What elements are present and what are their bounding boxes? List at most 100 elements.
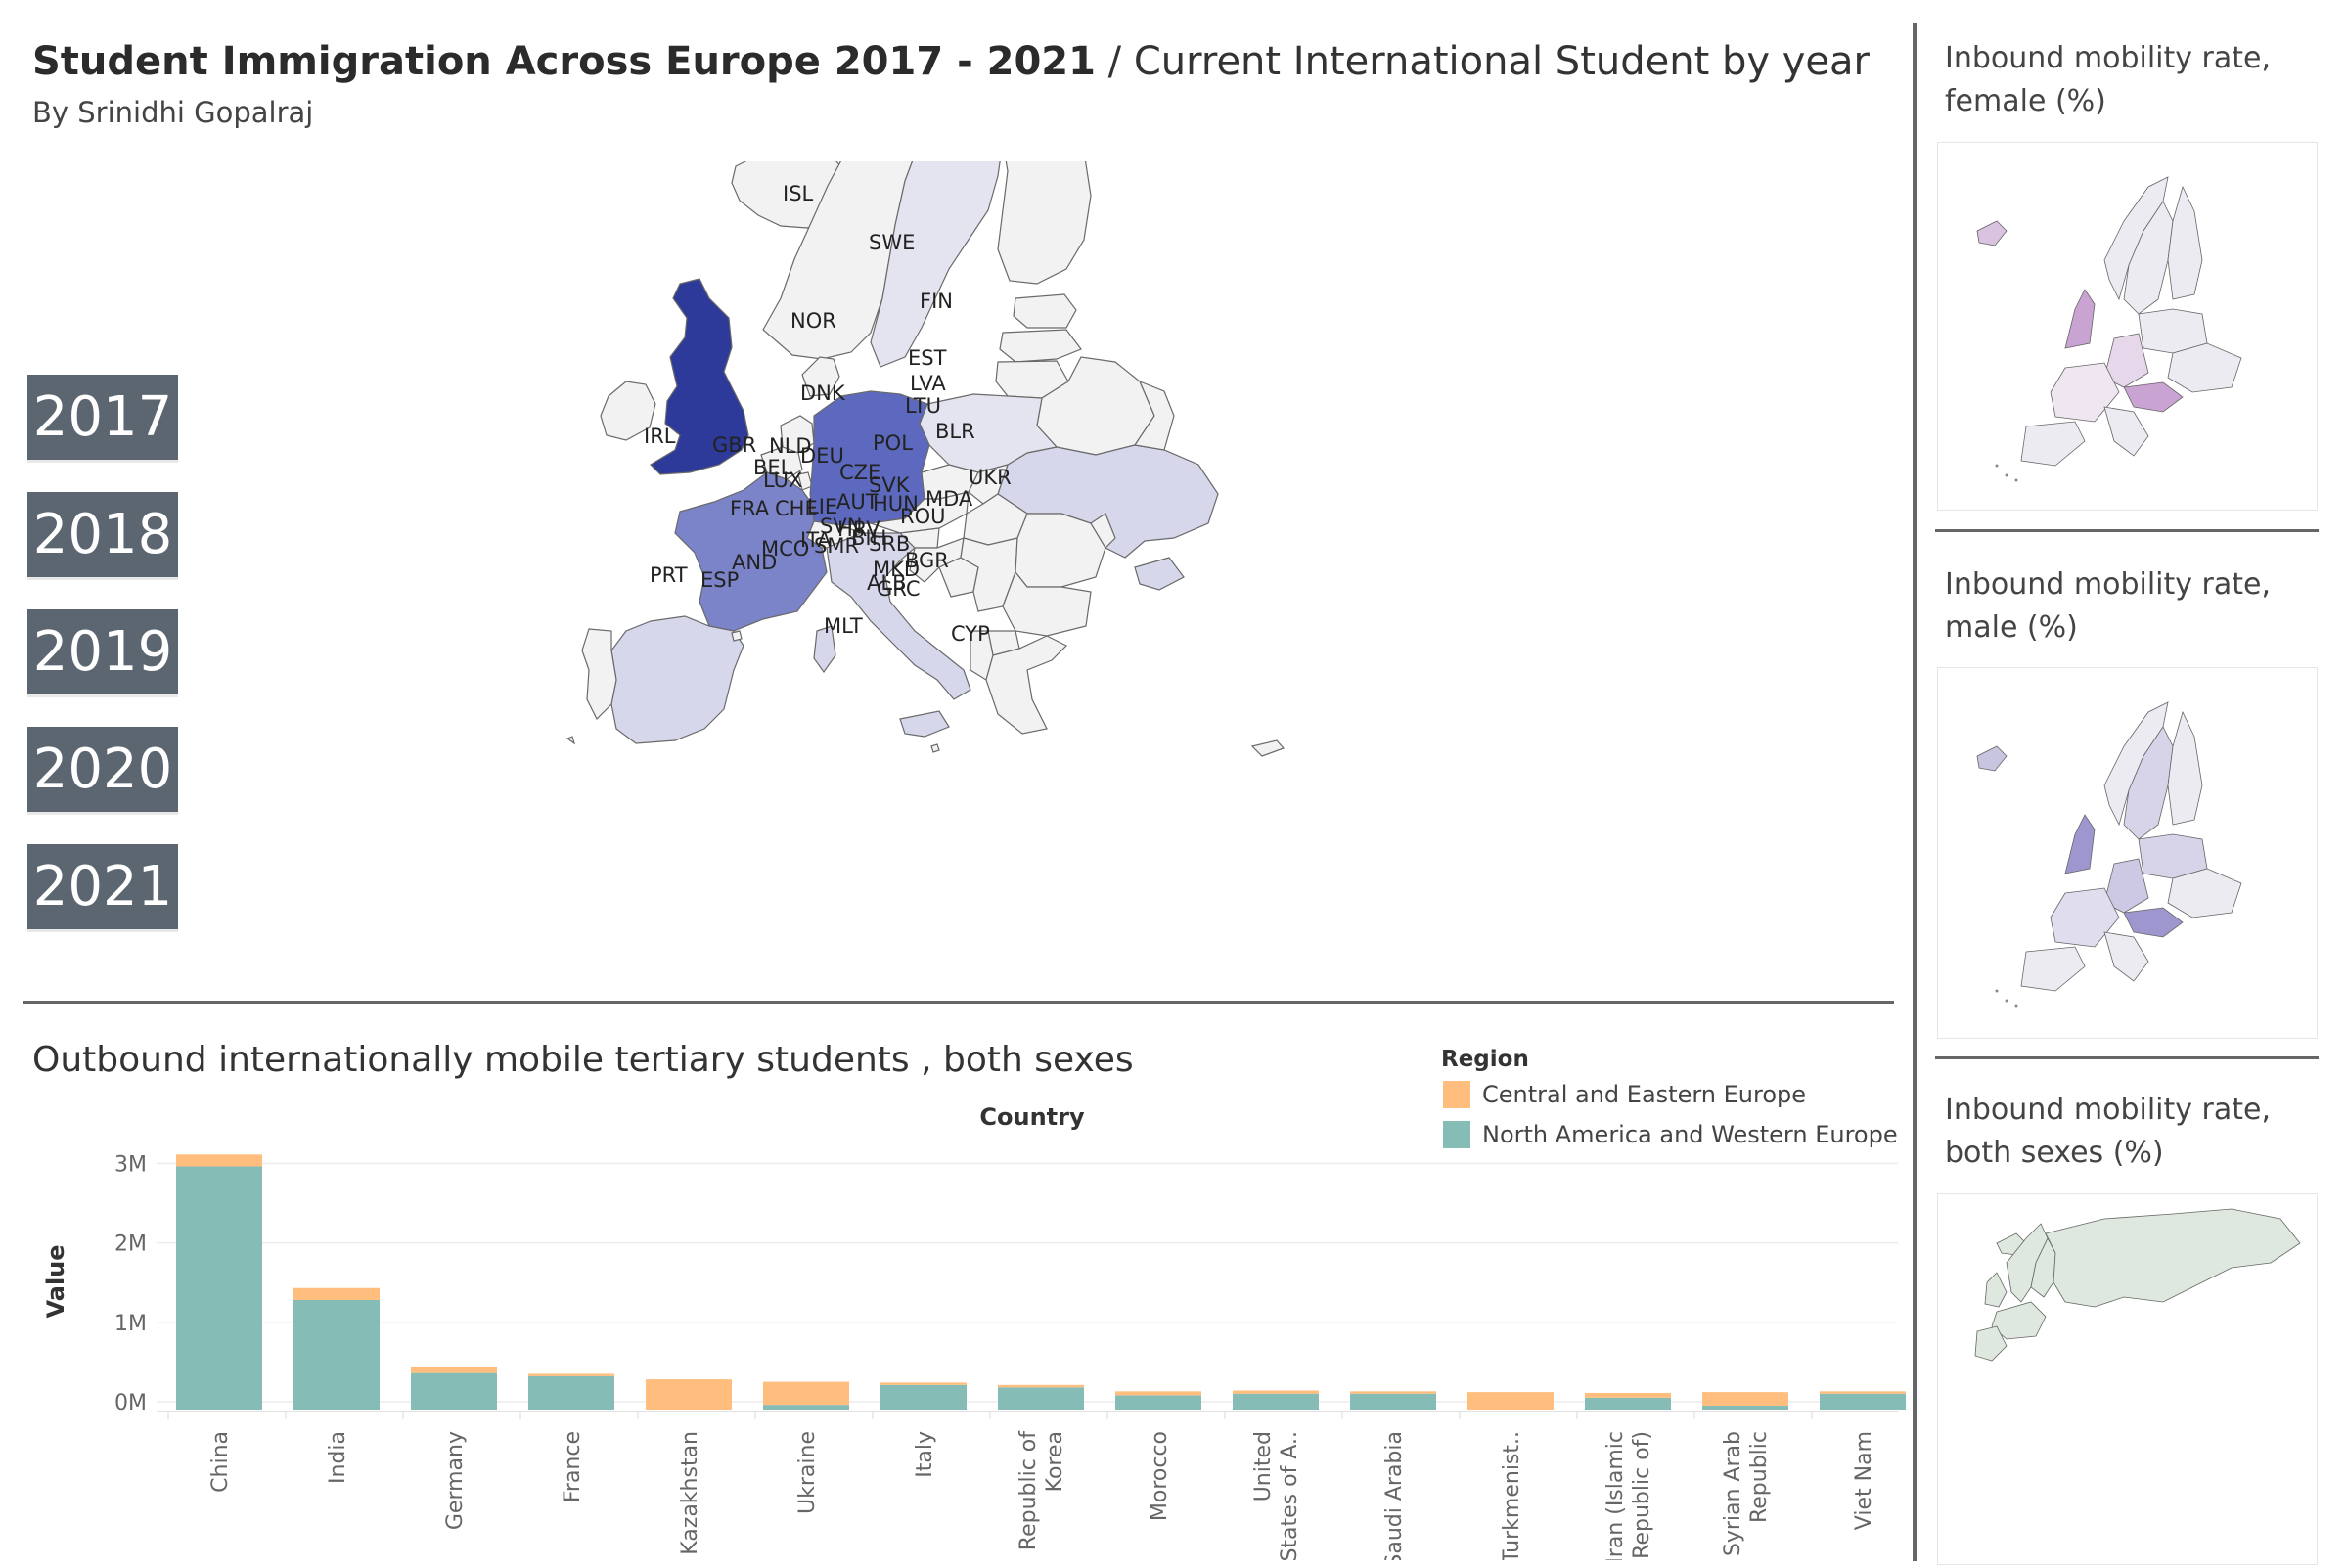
bar-nawe-9[interactable] [1233, 1393, 1319, 1410]
country-ita-sicily[interactable] [899, 710, 950, 738]
bar-nawe-8[interactable] [1115, 1395, 1201, 1410]
x-tick-label: Republic of) [1630, 1431, 1654, 1559]
map-label-ita: ITA [800, 528, 832, 552]
country-srb[interactable] [960, 537, 1018, 612]
bar-cee-10[interactable] [1350, 1391, 1436, 1394]
country-blr-east[interactable] [1133, 380, 1175, 451]
title-subtitle: / Current International Student by year [1107, 39, 1870, 84]
bar-nawe-7[interactable] [998, 1387, 1084, 1410]
country-dnk[interactable] [801, 356, 840, 397]
x-tick-label: Morocco [1148, 1431, 1172, 1521]
country-mlt[interactable] [930, 743, 940, 753]
map-label-bih: BIH [851, 526, 886, 550]
bar-nawe-6[interactable] [880, 1384, 967, 1410]
country-nor[interactable] [762, 161, 1015, 360]
bar-cee-12[interactable] [1585, 1392, 1671, 1398]
map-label-ltu: LTU [905, 394, 941, 418]
x-tick-label: Kazakhstan [678, 1431, 702, 1555]
year-button-2019[interactable]: 2019 [27, 609, 178, 697]
map-label-mda: MDA [925, 487, 973, 511]
map-label-nor: NOR [790, 309, 836, 333]
country-lva[interactable] [999, 329, 1082, 363]
side-panel-title-both: Inbound mobility rate, both sexes (%) [1945, 1093, 2272, 1170]
x-tick-label: India [326, 1431, 350, 1484]
year-button-2021[interactable]: 2021 [27, 844, 178, 932]
map-label-rou: ROU [900, 505, 946, 528]
bar-nawe-1[interactable] [293, 1299, 380, 1410]
year-button-2018[interactable]: 2018 [27, 492, 178, 580]
country-bgr[interactable] [1002, 570, 1092, 637]
legend-item-north-america-western[interactable]: North America and Western Europe [1443, 1121, 1898, 1148]
x-tick-label-group: United States of A.. [1251, 1431, 1302, 1560]
bar-nawe-0[interactable] [176, 1166, 262, 1410]
bar-cee-5[interactable] [763, 1381, 849, 1406]
map-label-svn: SVN [820, 515, 862, 538]
map-label-swe: SWE [869, 231, 915, 254]
bar-nawe-2[interactable] [411, 1372, 497, 1410]
x-tick-label-group: Morocco [1148, 1431, 1172, 1521]
country-esp[interactable] [610, 615, 744, 744]
country-ukr-crimea[interactable] [1134, 557, 1185, 591]
country-gbr[interactable] [650, 278, 749, 475]
bar-cee-4[interactable] [646, 1379, 732, 1410]
country-cyp[interactable] [1250, 739, 1286, 757]
mini-map-female-svg [1976, 176, 2242, 482]
country-grc[interactable] [985, 635, 1068, 735]
bar-nawe-13[interactable] [1702, 1405, 1788, 1410]
y-tick-label: 2M [114, 1232, 147, 1257]
x-tick-label-group: Syrian Arab Republic [1721, 1431, 1772, 1556]
map-label-che: CHE [775, 497, 818, 520]
bar-cee-0[interactable] [176, 1154, 262, 1167]
country-est[interactable] [1013, 293, 1077, 329]
section-divider [23, 1001, 1894, 1004]
bar-cee-6[interactable] [880, 1382, 967, 1385]
country-fra[interactable] [674, 471, 828, 632]
mini-map-male[interactable] [1937, 667, 2318, 1039]
country-mda[interactable] [1090, 513, 1116, 549]
x-tick-label-group: China [208, 1431, 233, 1493]
bar-cee-11[interactable] [1467, 1392, 1554, 1410]
y-tick-label: 0M [114, 1391, 147, 1415]
country-ita-sardinia[interactable] [813, 625, 836, 674]
y-tick-label: 1M [114, 1312, 147, 1336]
bar-cee-3[interactable] [528, 1373, 614, 1376]
map-label-grc: GRC [877, 577, 920, 601]
x-tick-label-group: Republic of Korea [1016, 1430, 1067, 1550]
country-and[interactable] [731, 630, 743, 642]
year-button-2020[interactable]: 2020 [27, 727, 178, 815]
bar-nawe-10[interactable] [1350, 1393, 1436, 1410]
mini-map-both[interactable] [1937, 1193, 2318, 1565]
map-label-srb: SRB [869, 532, 910, 556]
bar-cee-9[interactable] [1233, 1390, 1319, 1394]
year-button-2017[interactable]: 2017 [27, 375, 178, 463]
x-tick-label: Korea [1043, 1431, 1067, 1492]
outbound-students-bar-chart[interactable]: Country Value 3M 2M 1M 0M China India Germany Fra… [29, 1100, 1908, 1560]
map-label-blr: BLR [935, 420, 975, 443]
x-tick-label-group: Italy [913, 1431, 937, 1478]
country-swe[interactable] [870, 161, 1008, 368]
bar-nawe-5[interactable] [763, 1405, 849, 1410]
map-label-irl: IRL [644, 425, 676, 448]
bar-nawe-3[interactable] [528, 1375, 614, 1410]
bar-chart-title: Outbound internationally mobile tertiary… [32, 1040, 1134, 1080]
bar-nawe-12[interactable] [1585, 1397, 1671, 1410]
side-panel-title-female: Inbound mobility rate, female (%) [1945, 41, 2272, 118]
map-label-isl: ISL [783, 182, 814, 205]
bar-nawe-14[interactable] [1820, 1393, 1906, 1410]
legend-item-central-eastern[interactable]: Central and Eastern Europe [1443, 1081, 1806, 1108]
x-tick-label: United [1251, 1431, 1276, 1501]
x-tick-label: Republic of [1016, 1430, 1041, 1550]
map-label-bgr: BGR [905, 549, 949, 572]
country-fin[interactable] [997, 161, 1092, 285]
bar-cee-13[interactable] [1702, 1392, 1788, 1406]
country-prt[interactable] [581, 628, 617, 721]
country-irl[interactable] [600, 381, 656, 441]
map-label-pol: POL [873, 431, 913, 455]
bar-cee-2[interactable] [411, 1366, 497, 1373]
bar-cee-1[interactable] [293, 1287, 380, 1300]
mini-map-female[interactable] [1937, 142, 2318, 511]
bar-cee-8[interactable] [1115, 1391, 1201, 1396]
bar-cee-7[interactable] [998, 1384, 1084, 1388]
bar-cee-14[interactable] [1820, 1391, 1906, 1394]
